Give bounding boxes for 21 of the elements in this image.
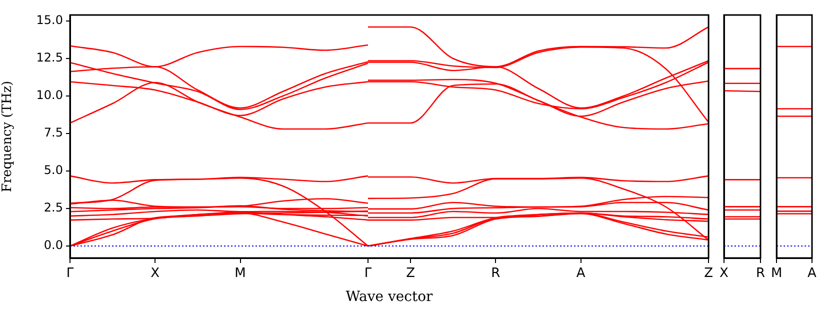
y-tick-label: 0.0	[44, 238, 63, 252]
x-tick-label: Γ	[364, 266, 372, 282]
x-tick-label: A	[808, 266, 817, 282]
x-tick-label: Γ	[66, 266, 74, 282]
y-axis-title: Frequency (THz)	[0, 80, 16, 192]
x-tick-label: R	[756, 266, 766, 282]
x-tick-label: M	[771, 266, 782, 282]
x-tick-label: R	[491, 266, 500, 282]
x-tick-label: X	[150, 266, 160, 282]
x-tick-label: Z	[406, 266, 416, 282]
x-tick-label: M	[234, 266, 246, 282]
y-tick-label: 15.0	[36, 13, 63, 28]
x-tick-label: A	[576, 266, 586, 282]
x-axis-title: Wave vector	[346, 289, 434, 306]
x-tick-label: Z	[704, 266, 714, 282]
y-tick-label: 2.5	[44, 200, 63, 215]
y-tick-label: 10.0	[36, 88, 63, 102]
y-tick-label: 5.0	[44, 163, 63, 178]
x-tick-label: X	[720, 266, 729, 282]
y-tick-label: 7.5	[44, 126, 63, 140]
y-tick-label: 12.5	[36, 50, 63, 65]
